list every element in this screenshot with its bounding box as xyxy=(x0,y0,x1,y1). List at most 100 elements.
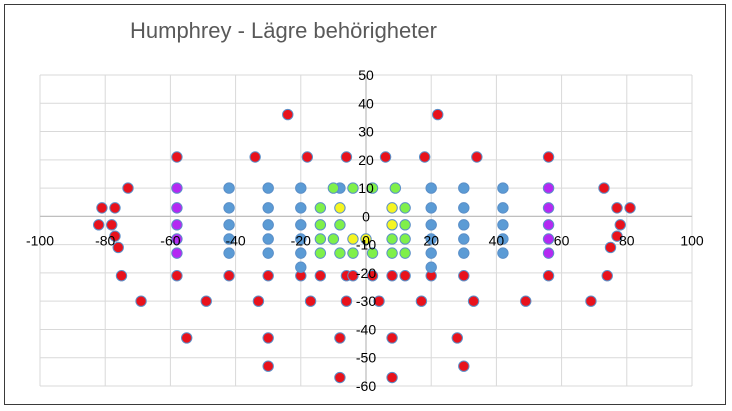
y-tick-label: -60 xyxy=(356,378,376,394)
data-point-blue xyxy=(262,219,274,231)
data-point-green xyxy=(399,247,411,259)
data-point-green xyxy=(386,233,398,245)
data-point-green xyxy=(334,219,346,231)
data-point-red xyxy=(262,360,274,372)
data-point-blue xyxy=(295,261,307,273)
x-tick-label: -80 xyxy=(95,232,115,248)
tick-labels: -100 -80 -60 -40 -20 0 20 40 60 80 10050403020100-… xyxy=(26,67,704,394)
data-point-red xyxy=(334,371,346,384)
data-point-blue xyxy=(425,233,437,245)
data-point-red xyxy=(171,151,183,163)
data-point-red xyxy=(314,270,327,282)
data-point-red xyxy=(112,241,124,254)
data-point-red xyxy=(249,151,261,163)
data-point-red xyxy=(471,151,483,163)
data-point-red xyxy=(415,295,428,307)
data-point-blue xyxy=(458,202,470,214)
data-point-red xyxy=(604,241,617,254)
chart-title: Humphrey - Lägre behörigheter xyxy=(130,18,437,43)
data-point-red xyxy=(171,270,183,282)
data-point-purple xyxy=(171,202,183,214)
data-point-purple xyxy=(542,202,555,214)
data-point-green xyxy=(399,202,411,214)
data-point-red xyxy=(386,371,398,384)
data-point-red xyxy=(614,219,626,231)
data-points xyxy=(92,108,636,384)
data-point-red xyxy=(520,295,532,307)
data-point-green xyxy=(399,219,411,231)
data-point-blue xyxy=(262,233,274,245)
data-point-red xyxy=(458,270,470,282)
y-tick-label: 50 xyxy=(358,67,374,83)
data-point-purple xyxy=(171,182,183,194)
data-point-red xyxy=(386,270,398,282)
x-tick-label: 100 xyxy=(680,232,704,248)
data-point-blue xyxy=(497,233,509,245)
data-point-blue xyxy=(458,219,470,231)
data-point-red xyxy=(109,230,121,242)
x-tick-label: -20 xyxy=(291,232,311,248)
data-point-red xyxy=(135,295,147,307)
data-point-red xyxy=(611,202,623,214)
data-point-yellow xyxy=(334,202,346,214)
data-point-blue xyxy=(223,182,235,194)
data-point-green xyxy=(366,247,379,259)
data-point-red xyxy=(262,332,274,344)
x-tick-label: 40 xyxy=(489,232,505,248)
data-point-blue xyxy=(262,247,274,259)
data-point-red xyxy=(304,295,317,307)
data-point-green xyxy=(314,247,327,259)
data-point-red xyxy=(366,270,379,282)
y-tick-label: 40 xyxy=(358,95,374,111)
data-point-red xyxy=(451,332,463,344)
y-tick-label: 30 xyxy=(358,124,374,140)
data-point-red xyxy=(542,270,555,282)
data-point-red xyxy=(386,332,398,344)
data-point-red xyxy=(301,151,314,163)
y-tick-label: 20 xyxy=(358,152,374,168)
data-point-red xyxy=(96,202,108,214)
data-point-red xyxy=(467,295,480,307)
data-point-blue xyxy=(497,219,509,231)
data-point-blue xyxy=(223,219,235,231)
data-point-red xyxy=(109,202,121,214)
data-point-green xyxy=(314,202,327,214)
y-tick-label: 0 xyxy=(362,208,370,224)
data-point-blue xyxy=(262,182,274,194)
data-point-blue xyxy=(458,247,470,259)
data-point-blue xyxy=(497,247,509,259)
x-tick-label: -40 xyxy=(225,232,245,248)
data-point-green xyxy=(389,182,402,194)
data-point-red xyxy=(262,270,274,282)
data-point-green xyxy=(334,247,346,259)
x-tick-label: -60 xyxy=(160,232,180,248)
data-point-red xyxy=(223,270,235,282)
data-point-yellow xyxy=(386,219,398,231)
data-point-green xyxy=(327,182,340,194)
chart-frame xyxy=(4,4,726,405)
data-point-purple xyxy=(542,182,555,194)
data-point-green xyxy=(327,233,340,245)
data-point-red xyxy=(122,182,134,194)
data-point-red xyxy=(106,219,118,231)
data-point-yellow xyxy=(360,233,372,245)
data-point-blue xyxy=(295,202,307,214)
data-point-blue xyxy=(223,247,235,259)
data-point-red xyxy=(399,270,411,282)
data-point-red xyxy=(432,108,444,121)
y-tick-label: 10 xyxy=(358,180,374,196)
data-point-red xyxy=(458,360,470,372)
data-point-blue xyxy=(425,219,437,231)
data-point-purple xyxy=(171,247,183,259)
data-point-green xyxy=(314,233,327,245)
data-point-red xyxy=(340,151,353,163)
data-point-green xyxy=(366,182,379,194)
data-point-blue xyxy=(295,219,307,231)
data-point-purple xyxy=(542,247,555,259)
data-point-blue xyxy=(425,247,437,259)
data-point-blue xyxy=(425,182,437,194)
data-point-red xyxy=(181,332,193,344)
data-point-purple xyxy=(171,219,183,231)
y-tick-label: -10 xyxy=(356,237,376,253)
